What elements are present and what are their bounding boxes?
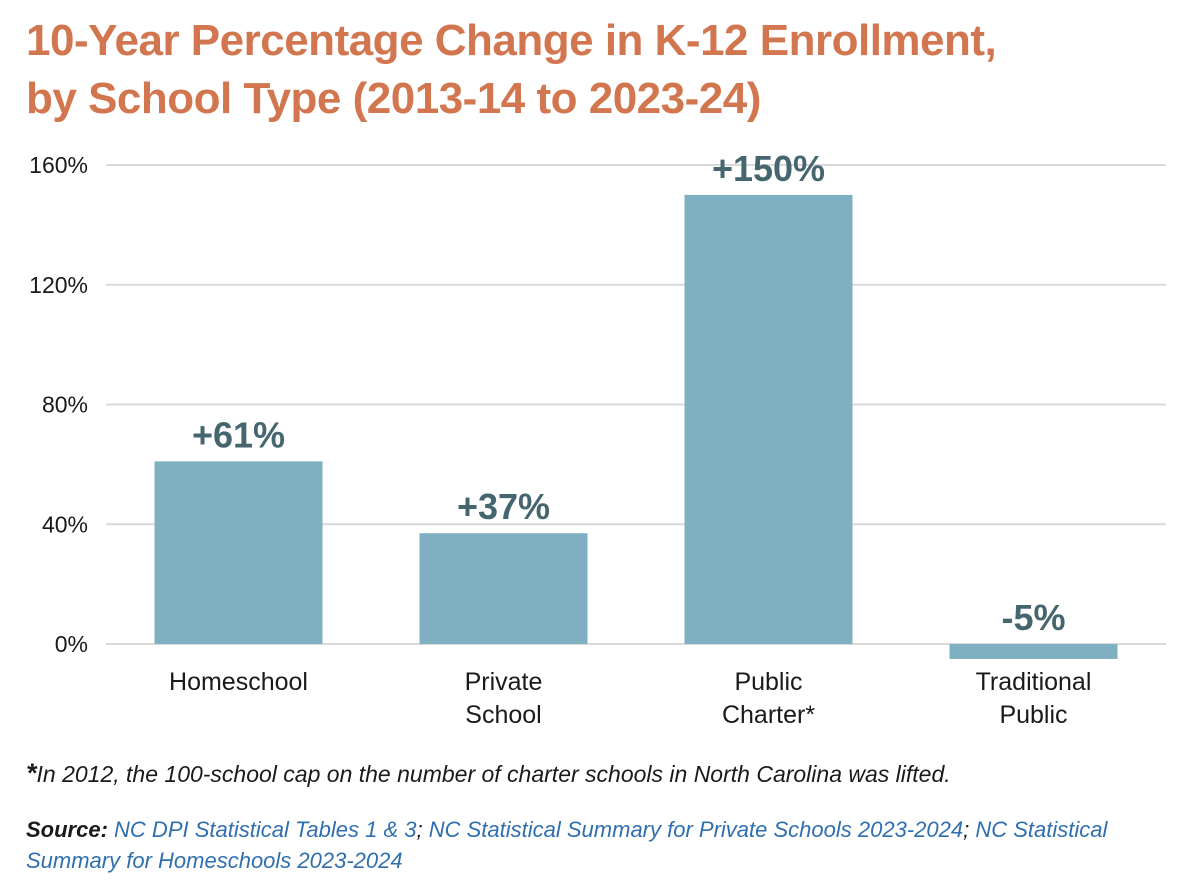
bar-1	[154, 461, 323, 644]
chart-title-line-2: by School Type (2013-14 to 2023-24)	[26, 74, 761, 123]
category-label-3: Public Charter*	[722, 668, 815, 729]
footnote-text: In 2012, the 100-school cap on the numbe…	[36, 761, 951, 787]
y-tick-label: 160%	[29, 152, 88, 178]
source-separator: ;	[963, 817, 970, 842]
category-label-line: School	[465, 701, 541, 729]
source-link-dpi-tables[interactable]: NC DPI Statistical Tables 1 & 3	[114, 817, 417, 842]
y-tick-label: 120%	[29, 272, 88, 298]
bars	[154, 194, 1118, 659]
category-label-line: Charter*	[722, 701, 815, 729]
data-label-4: -5%	[1001, 597, 1065, 638]
source-note: Source: NC DPI Statistical Tables 1 & 3;…	[26, 814, 1176, 876]
y-tick-label: 40%	[42, 511, 88, 537]
source-label: Source:	[26, 817, 108, 842]
source-link-homeschools[interactable]: NC Statistical Summary for Homeschools 2…	[26, 817, 1108, 873]
data-label-1: +61%	[192, 414, 285, 455]
category-label-line: Public	[999, 701, 1067, 729]
category-label-line: Public	[734, 668, 802, 696]
data-label-2: +37%	[457, 486, 550, 527]
bar-2	[419, 533, 588, 644]
footnote: *In 2012, the 100-school cap on the numb…	[26, 758, 1176, 789]
source-separator: ;	[416, 817, 423, 842]
category-label-line: Private	[465, 668, 543, 696]
chart-title: 10-Year Percentage Change in K-12 Enroll…	[26, 12, 1176, 128]
bar-chart: 0% 40% 80% 120% 160% +61% +37% +150% -5% Homesc…	[29, 148, 1166, 729]
y-tick-label: 80%	[42, 392, 88, 418]
x-axis: Homeschool Private School Public Charter* Tra…	[169, 668, 1091, 729]
chart-title-line-1: 10-Year Percentage Change in K-12 Enroll…	[26, 16, 997, 65]
data-labels: +61% +37% +150% -5%	[192, 148, 1066, 638]
data-label-3: +150%	[712, 148, 825, 189]
category-label-2: Private School	[465, 668, 543, 729]
category-label-line: Traditional	[976, 668, 1092, 696]
footnote-marker: *	[26, 758, 37, 788]
category-label-1: Homeschool	[169, 668, 308, 696]
y-tick-label: 0%	[55, 631, 88, 657]
source-link-private-schools[interactable]: NC Statistical Summary for Private Schoo…	[428, 817, 964, 842]
bar-4	[949, 644, 1118, 659]
bar-3	[684, 194, 853, 644]
category-label-4: Traditional Public	[976, 668, 1092, 729]
category-label-line: Homeschool	[169, 668, 308, 696]
y-axis: 0% 40% 80% 120% 160%	[29, 152, 88, 657]
